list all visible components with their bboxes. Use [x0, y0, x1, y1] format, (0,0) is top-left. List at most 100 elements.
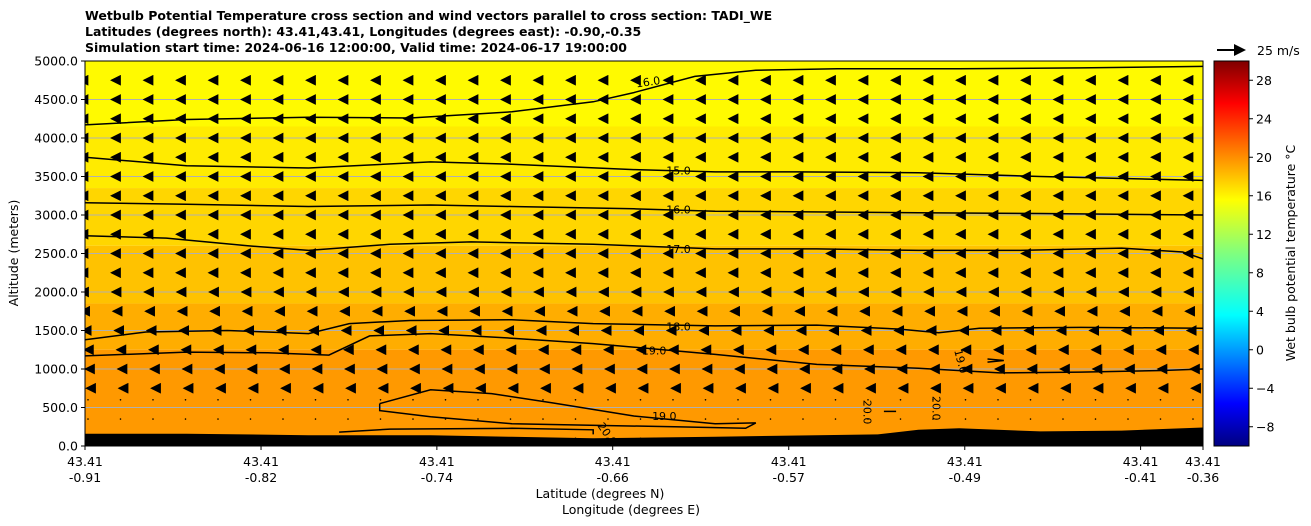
y-axis: 0.0 500.0 1000.0 1500.0 2000.0 2500.0 3000.0 35…	[34, 54, 85, 454]
colorbar-tick-label: 12	[1256, 227, 1272, 242]
wind-vector	[509, 399, 512, 401]
contour-line	[85, 201, 1203, 216]
colorbar-tick-label: 8	[1256, 265, 1264, 280]
wind-vector	[119, 399, 122, 401]
wind-vector	[769, 418, 772, 420]
contour-line	[339, 427, 594, 435]
wind-vector	[152, 418, 154, 420]
colorbar-tick-label: 4	[1256, 304, 1264, 319]
contour-line	[85, 235, 1203, 260]
wind-vector	[184, 418, 187, 420]
x-tick-label-longitude: -0.41	[1124, 470, 1156, 485]
wind-vector	[379, 418, 382, 420]
wind-vector	[1029, 399, 1032, 401]
temperature-band	[85, 188, 1203, 246]
contour-label: 16.0	[666, 204, 691, 217]
y-tick-label: 0.0	[58, 439, 78, 454]
wind-vector	[184, 399, 187, 401]
colorbar-tick-label: −4	[1256, 381, 1274, 396]
wind-vector	[899, 418, 902, 420]
wind-vector	[769, 399, 772, 401]
wind-vector	[607, 418, 609, 420]
y-tick-label: 1500.0	[34, 323, 78, 338]
wind-vector	[997, 418, 999, 420]
x-axis-label-longitude: Longitude (degrees E)	[562, 502, 700, 517]
wind-vector	[412, 418, 414, 420]
wind-vector	[477, 399, 479, 401]
wind-vector	[1192, 399, 1194, 401]
wind-vector	[477, 418, 479, 420]
wind-vector	[932, 418, 934, 420]
contour-line	[987, 358, 1004, 363]
colorbar-tick-label: −8	[1256, 419, 1274, 434]
contour-label: 19.0	[951, 348, 970, 375]
y-tick-label: 3000.0	[34, 208, 78, 223]
wind-vector	[412, 399, 414, 401]
contour-line	[85, 156, 1203, 182]
y-axis-label: Altitude (meters)	[6, 200, 21, 307]
x-tick-label-longitude: -0.66	[597, 470, 629, 485]
x-tick-label-latitude: 43.41	[243, 454, 279, 469]
wind-vector	[1094, 418, 1097, 420]
x-tick-label-longitude: -0.91	[69, 470, 101, 485]
y-tick-label: 500.0	[42, 400, 78, 415]
wind-vector	[1159, 399, 1162, 401]
wind-vector	[119, 418, 122, 420]
y-tick-label: 4500.0	[34, 92, 78, 107]
temperature-band	[85, 126, 1203, 189]
y-tick-label: 1000.0	[34, 362, 78, 377]
wind-vector	[802, 418, 804, 420]
y-tick-label: 2500.0	[34, 246, 78, 261]
wind-vector	[1192, 418, 1194, 420]
wind-vector	[542, 418, 544, 420]
wind-vector	[282, 418, 284, 420]
wind-vector	[152, 399, 154, 401]
wind-vector	[932, 399, 934, 401]
wind-vector	[802, 399, 804, 401]
wind-vector	[379, 399, 382, 401]
wind-vector	[899, 399, 902, 401]
colorbar-tick-label: 16	[1256, 188, 1272, 203]
x-tick-label-latitude: 43.41	[771, 454, 807, 469]
colorbar-tick-label: 20	[1256, 150, 1272, 165]
wind-vector	[1127, 399, 1129, 401]
contour-lines: 16.015.016.017.018.019.019.020.020.0 20.0…	[85, 65, 1203, 446]
y-tick-label: 3500.0	[34, 169, 78, 184]
x-tick-label-latitude: 43.41	[419, 454, 455, 469]
contour-label: 17.0	[666, 243, 691, 256]
colorbar-label: Wet bulb potential temperature °C	[1283, 144, 1298, 361]
wind-vector	[1029, 418, 1032, 420]
x-tick-label-latitude: 43.41	[1123, 454, 1159, 469]
x-tick-label-latitude: 43.41	[1185, 454, 1221, 469]
temperature-fill	[85, 61, 1203, 446]
wind-vector	[737, 399, 739, 401]
x-axis-label-latitude: Latitude (degrees N)	[536, 486, 665, 501]
wind-vector	[347, 399, 349, 401]
wind-vector	[1127, 418, 1129, 420]
wind-vector	[964, 418, 967, 420]
colorbar-frame	[1213, 60, 1250, 447]
wind-vector	[1159, 418, 1162, 420]
wind-vector	[217, 418, 219, 420]
wind-vector	[1062, 418, 1064, 420]
wind-vector	[867, 399, 869, 401]
y-tick-label: 4000.0	[34, 131, 78, 146]
wind-vector	[249, 418, 252, 420]
wind-vector	[574, 399, 577, 401]
chart-title-line-3: Simulation start time: 2024-06-16 12:00:…	[85, 40, 627, 55]
wind-vector	[704, 399, 707, 401]
contour-label: 19.0	[652, 410, 677, 423]
x-tick-label-latitude: 43.41	[595, 454, 631, 469]
wind-vector	[314, 399, 317, 401]
wind-vector	[672, 399, 674, 401]
contour-label: 20.0	[861, 400, 874, 425]
wind-vector	[964, 399, 967, 401]
contour-label: 20.0	[930, 396, 943, 421]
colorbar-tick-label: 24	[1256, 111, 1272, 126]
wind-vector	[834, 418, 837, 420]
wind-vector	[509, 418, 512, 420]
wind-vector	[217, 399, 219, 401]
wind-vector	[639, 418, 642, 420]
wind-vector	[639, 399, 642, 401]
